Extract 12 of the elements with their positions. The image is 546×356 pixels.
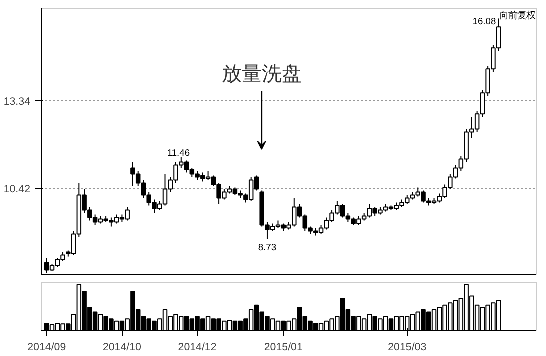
annotation: 向前复权 bbox=[500, 10, 536, 20]
annotation: 放量洗盘 bbox=[222, 64, 302, 86]
x-tick-label: 2014/12 bbox=[178, 342, 217, 354]
y-tick-label: 10.42 bbox=[4, 184, 31, 196]
x-tick-label: 2015/01 bbox=[264, 342, 303, 354]
annotation: 11.46 bbox=[167, 148, 190, 158]
annotation: 8.73 bbox=[258, 242, 277, 253]
x-tick-label: 2015/03 bbox=[388, 342, 427, 354]
y-tick-label: 13.34 bbox=[4, 96, 31, 108]
annotation: 16.08 bbox=[472, 16, 496, 26]
x-tick-label: 2014/09 bbox=[28, 342, 66, 354]
x-tick-label: 2014/10 bbox=[102, 342, 142, 354]
